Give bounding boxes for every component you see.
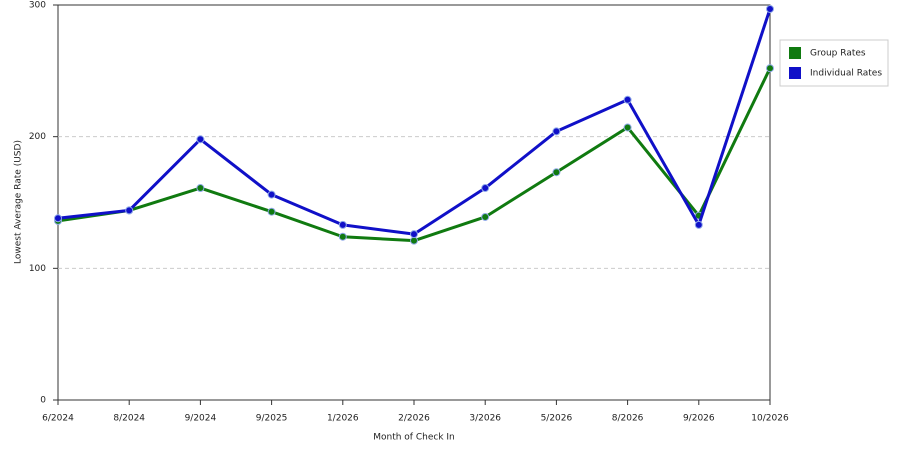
x-tick-label: 5/2026 xyxy=(541,414,573,424)
x-tick-label: 9/2026 xyxy=(683,414,715,424)
data-point xyxy=(267,190,276,199)
legend-label: Individual Rates xyxy=(810,69,882,79)
y-tick-label: 0 xyxy=(40,396,46,406)
x-tick-label: 8/2024 xyxy=(113,414,145,424)
data-point xyxy=(552,127,561,136)
x-tick-label: 9/2025 xyxy=(256,414,288,424)
data-point xyxy=(125,206,134,215)
data-point xyxy=(766,4,774,13)
x-tick-label: 10/2026 xyxy=(751,414,789,424)
x-tick-label: 6/2024 xyxy=(42,414,74,424)
data-point xyxy=(410,236,418,245)
legend xyxy=(779,39,889,87)
data-point xyxy=(623,123,632,132)
data-point xyxy=(481,212,490,221)
legend-label: Group Rates xyxy=(810,49,866,59)
data-point xyxy=(338,220,347,229)
data-point xyxy=(623,95,632,104)
x-axis-label: Month of Check In xyxy=(373,433,455,443)
x-tick-label: 1/2026 xyxy=(327,414,359,424)
data-point xyxy=(338,232,347,241)
y-axis-label: Lowest Average Rate (USD) xyxy=(14,140,24,264)
x-tick-label: 3/2026 xyxy=(469,414,501,424)
data-point xyxy=(552,168,561,177)
legend-box xyxy=(779,39,889,87)
data-point xyxy=(196,184,205,193)
data-point xyxy=(481,184,490,193)
data-point xyxy=(267,207,276,216)
series-line xyxy=(57,67,772,243)
data-point xyxy=(54,214,62,223)
plot-frame xyxy=(57,4,771,401)
data-point xyxy=(196,135,205,144)
x-tick-label: 9/2024 xyxy=(185,414,217,424)
data-point xyxy=(410,230,418,239)
x-tick-label: 2/2026 xyxy=(398,414,430,424)
y-tick-label: 300 xyxy=(29,1,46,11)
x-tick-label: 8/2026 xyxy=(612,414,644,424)
legend-swatch xyxy=(789,67,801,79)
y-tick-label: 100 xyxy=(29,264,46,274)
data-point xyxy=(766,64,774,73)
legend-swatch xyxy=(789,47,801,59)
y-tick-label: 200 xyxy=(29,132,46,142)
data-point xyxy=(694,220,703,229)
